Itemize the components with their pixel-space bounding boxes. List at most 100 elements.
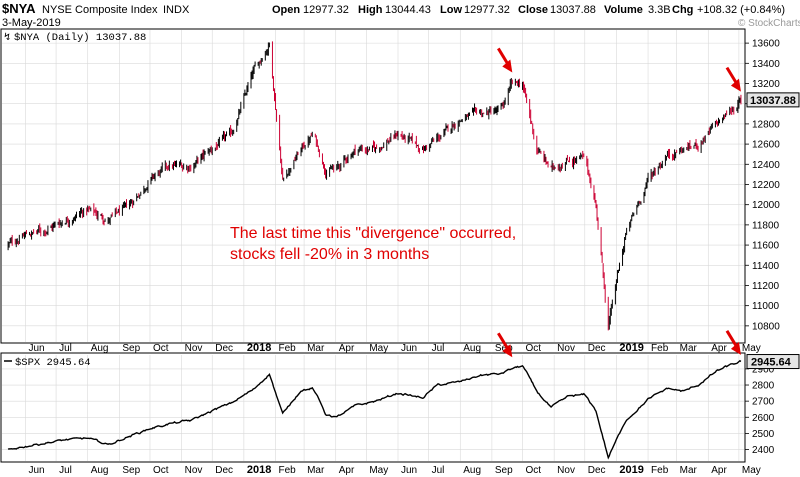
- nya-ohlc-series: [7, 41, 742, 331]
- x-tick-label: Dec: [588, 465, 606, 476]
- nya-legend-text: $NYA (Daily) 13037.88: [14, 32, 146, 44]
- lower-legend: $SPX 2945.64: [4, 357, 91, 369]
- y-tick-label: 2600: [752, 413, 775, 424]
- y-tick-label: 2400: [752, 445, 775, 456]
- main-y-axis: 10800 11000 11200 11400 11600 11800 12000 12200…: [745, 39, 780, 332]
- x-tick-label: Nov: [185, 343, 203, 354]
- watermark: © StockCharts.com: [738, 18, 800, 29]
- y-tick-label: 11800: [752, 220, 780, 231]
- close-label: Close: [518, 4, 548, 16]
- red-arrow-head: [502, 59, 513, 73]
- x-tick-label: Apr: [711, 465, 727, 476]
- x-tick-label: Nov: [185, 465, 203, 476]
- low-value: 12977.32: [464, 4, 510, 16]
- lower-x-axis: Jun Jul Aug Sep Oct Nov Dec 2018 Feb Mar Apr May Jun…: [28, 464, 760, 476]
- x-tick-label: Oct: [153, 343, 169, 354]
- spx-line: [7, 359, 742, 460]
- x-tick-label: Sep: [122, 343, 140, 354]
- y-tick-label: 11000: [752, 301, 780, 312]
- red-arrow: [725, 66, 741, 92]
- x-tick-label: Jul: [432, 465, 445, 476]
- red-arrow: [497, 332, 513, 358]
- x-tick-label: Nov: [557, 465, 575, 476]
- spx-last-value-badge: 2945.64: [746, 354, 800, 370]
- red-arrow: [497, 47, 513, 73]
- x-tick-label: Jun: [28, 465, 44, 476]
- high-label: High: [358, 4, 383, 16]
- open-label: Open: [272, 4, 300, 16]
- x-tick-label: 2019: [619, 342, 643, 354]
- y-tick-label: 11200: [752, 281, 780, 292]
- x-tick-label: Jun: [401, 343, 417, 354]
- x-tick-label: Sep: [122, 465, 140, 476]
- x-tick-label: 2018: [247, 464, 271, 476]
- x-tick-label: Jul: [432, 343, 445, 354]
- x-tick-label: Dec: [215, 343, 233, 354]
- x-tick-label: Aug: [91, 465, 109, 476]
- high-value: 13044.43: [385, 4, 431, 16]
- chg-value: +108.32 (+0.84%): [697, 4, 785, 16]
- spx-line-series: [7, 359, 742, 460]
- y-tick-label: 11400: [752, 261, 780, 272]
- x-tick-label: Nov: [557, 343, 575, 354]
- x-tick-label: Jun: [401, 465, 417, 476]
- y-tick-label: 2900: [752, 364, 775, 375]
- nya-last-value-badge: 13037.88: [746, 92, 800, 108]
- y-tick-label: 12800: [752, 119, 780, 130]
- x-tick-label: Aug: [463, 343, 481, 354]
- x-tick-label: Mar: [307, 343, 325, 354]
- y-tick-label: 2700: [752, 397, 775, 408]
- x-tick-label: Feb: [279, 343, 297, 354]
- y-tick-label: 12000: [752, 200, 780, 211]
- volume-label: Volume: [604, 4, 643, 16]
- nya-badge-value: 13037.88: [750, 95, 796, 107]
- x-tick-label: May: [369, 343, 388, 354]
- x-tick-label: May: [369, 465, 388, 476]
- x-tick-label: 2018: [247, 342, 271, 354]
- x-tick-label: Aug: [91, 343, 109, 354]
- x-tick-label: Dec: [215, 465, 233, 476]
- red-arrow: [725, 330, 741, 355]
- lower-grid: [2, 355, 744, 461]
- y-tick-label: 13200: [752, 79, 780, 90]
- x-tick-label: Sep: [495, 465, 513, 476]
- x-tick-label: Feb: [651, 343, 669, 354]
- close-value: 13037.88: [550, 4, 596, 16]
- annotation-line-2: stocks fell -20% in 3 months: [230, 246, 429, 263]
- x-tick-label: May: [742, 343, 761, 354]
- y-tick-label: 13400: [752, 59, 780, 70]
- x-tick-label: Jun: [28, 343, 44, 354]
- x-tick-label: Oct: [153, 465, 169, 476]
- y-tick-label: 2500: [752, 429, 775, 440]
- x-tick-label: Jul: [59, 343, 72, 354]
- x-tick-label: 2019: [619, 464, 643, 476]
- header-symbol: $NYA: [2, 1, 36, 16]
- x-tick-label: Mar: [680, 465, 698, 476]
- arrow-annotations: [497, 47, 741, 358]
- x-tick-label: Feb: [279, 465, 297, 476]
- x-tick-label: Jul: [59, 465, 72, 476]
- x-tick-label: Oct: [526, 343, 542, 354]
- main-panel-frame: [0, 28, 746, 344]
- y-tick-label: 12400: [752, 160, 780, 171]
- y-tick-label: 10800: [752, 321, 780, 332]
- x-tick-label: Apr: [711, 343, 727, 354]
- header-exchange: INDX: [163, 4, 190, 16]
- x-tick-label: Apr: [339, 465, 355, 476]
- x-tick-label: Aug: [463, 465, 481, 476]
- y-tick-label: 11600: [752, 241, 780, 252]
- x-tick-label: Mar: [307, 465, 325, 476]
- main-legend: ↯ $NYA (Daily) 13037.88: [4, 32, 146, 44]
- chg-label: Chg: [672, 4, 693, 16]
- low-label: Low: [440, 4, 462, 16]
- y-tick-label: 12200: [752, 180, 780, 191]
- x-tick-label: May: [742, 465, 761, 476]
- lower-y-axis: 2400 2500 2600 2700 2800 2900: [745, 364, 775, 456]
- y-tick-label: 2800: [752, 381, 775, 392]
- red-arrow-head: [730, 78, 741, 92]
- spx-badge-value: 2945.64: [751, 357, 792, 369]
- x-tick-label: Dec: [588, 343, 606, 354]
- lower-panel-frame: [0, 352, 746, 463]
- red-arrow-head: [730, 341, 741, 355]
